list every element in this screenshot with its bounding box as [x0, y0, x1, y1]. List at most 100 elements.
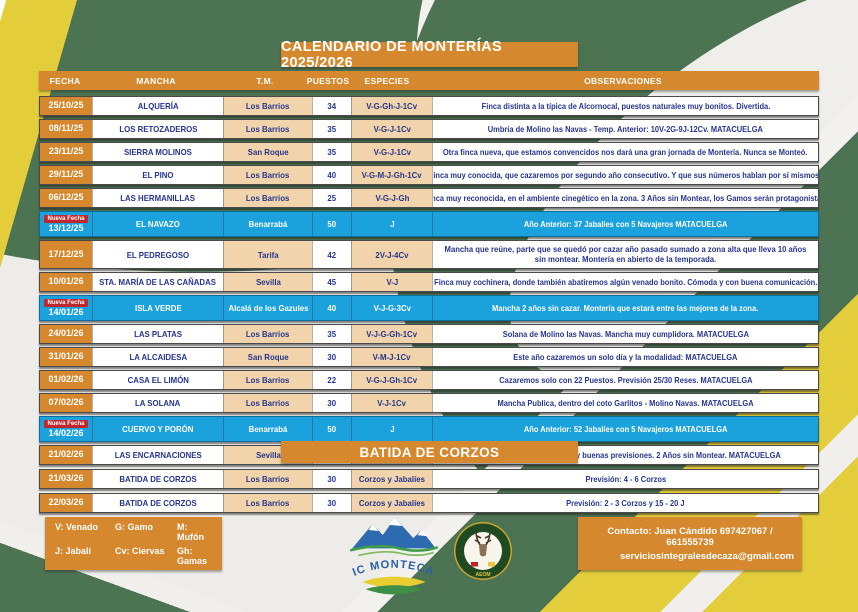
observaciones-cell-text: Cazaremos solo con 22 Puestos. Previsión…: [498, 375, 753, 385]
especies-cell: V-G-M-J-Gh-1Cv: [351, 166, 432, 184]
table-row: 25/10/25 ALQUERÍA Los Barrios 34 V-G-Gh-J-1C…: [39, 96, 819, 116]
fecha-value: 13/12/25: [48, 222, 84, 233]
puestos-cell-text: 30: [327, 498, 337, 508]
contact-email: serviciosintegralesdecaza@gmail.com: [619, 550, 794, 562]
monterias-table: 25/10/25 ALQUERÍA Los Barrios 34 V-G-Gh-J-1C…: [39, 96, 819, 465]
fecha-cell: 21/03/26: [40, 470, 92, 488]
nueva-fecha-badge: Nueva Fecha: [44, 214, 88, 223]
observaciones-cell-text: Mancha 2 años sin cazar. Montería que es…: [492, 303, 759, 313]
table-row: 29/11/25 EL PINO Los Barrios 40 V-G-M-J-Gh-1…: [39, 165, 819, 185]
especies-cell-text: V-G-M-J-Gh-1Cv: [362, 170, 422, 180]
mancha-cell-text: SIERRA MOLINOS: [124, 147, 192, 157]
especies-cell-text: V-J-1Cv: [377, 398, 407, 408]
tm-cell-text: Sevilla: [255, 277, 281, 287]
observaciones-cell-text: Finca muy reconocida, en el ambiente cin…: [432, 193, 818, 203]
observaciones-cell: Finca distinta a la típica de Alcornocal…: [432, 97, 818, 115]
table-row: 01/02/26 CASA EL LIMÓN Los Barrios 22 V-G-J-…: [39, 370, 819, 390]
observaciones-cell: Mancha Publica, dentro del coto Garlitos…: [432, 394, 818, 412]
table-row: Nueva Fecha 13/12/25 EL NAVAZO Benarrabá 50 J…: [39, 211, 819, 237]
puestos-cell-text: 35: [327, 329, 337, 339]
observaciones-cell-text: Año Anterior: 37 Jabalíes con 5 Navajero…: [523, 219, 728, 229]
tm-cell: San Roque: [223, 348, 312, 366]
tm-cell-text: Benarrabá: [248, 424, 288, 434]
tm-cell: Los Barrios: [223, 97, 312, 115]
puestos-cell-text: 34: [327, 101, 337, 111]
puestos-cell: 25: [312, 189, 351, 207]
legend-item: J: Jabalí: [55, 545, 92, 556]
table-row: 31/01/26 LA ALCAIDESA San Roque 30 V-M-J-1Cv…: [39, 347, 819, 367]
especies-cell-text: V-G-J-Gh: [375, 193, 409, 203]
fecha-value: 14/01/26: [48, 306, 84, 317]
fecha-value: 08/11/25: [48, 123, 84, 134]
observaciones-cell: Finca muy conocida, que cazaremos por se…: [432, 166, 818, 184]
tm-cell-text: Alcalá de los Gazules: [228, 303, 308, 313]
puestos-cell: 34: [312, 97, 351, 115]
especies-cell: V-J-G-3Cv: [351, 296, 432, 320]
puestos-cell: 30: [312, 394, 351, 412]
column-header: MANCHA: [136, 75, 176, 86]
especies-cell: J: [351, 212, 432, 236]
tm-cell-text: Los Barrios: [246, 193, 290, 203]
observaciones-cell: Año Anterior: 37 Jabalíes con 5 Navajero…: [432, 212, 818, 236]
tm-cell: Los Barrios: [223, 494, 312, 512]
tm-cell-text: Los Barrios: [246, 170, 290, 180]
mancha-cell: LAS HERMANILLAS: [92, 189, 223, 207]
fecha-cell: 10/01/26: [40, 273, 92, 291]
fecha-value: 29/11/25: [48, 169, 84, 180]
observaciones-cell-text: Mancha que reúne, parte que se quedó por…: [444, 245, 807, 264]
puestos-cell: 30: [312, 494, 351, 512]
tm-cell-text: Los Barrios: [246, 329, 290, 339]
mancha-cell-text: EL NAVAZO: [136, 219, 180, 229]
fecha-cell: 21/02/26: [40, 446, 92, 464]
tm-cell: Los Barrios: [223, 325, 312, 343]
mancha-cell-text: ISLA VERDE: [134, 303, 182, 313]
mancha-cell: SIERRA MOLINOS: [92, 143, 223, 161]
puestos-cell-text: 40: [327, 170, 337, 180]
mancha-cell-text: EL PINO: [142, 170, 174, 180]
especies-cell-text: V-G-J-1Cv: [373, 124, 411, 134]
legend-item: Cv: Ciervas: [115, 545, 165, 556]
fecha-value: 23/11/25: [48, 146, 84, 157]
puestos-cell: 22: [312, 371, 351, 389]
mancha-cell: LAS PLATAS: [92, 325, 223, 343]
deer-head-icon: [479, 544, 487, 557]
especies-cell-text: V-G-Gh-J-1Cv: [366, 101, 418, 111]
mancha-cell-text: STA. MARÍA DE LAS CAÑADAS: [99, 277, 217, 287]
nueva-fecha-badge: Nueva Fecha: [44, 419, 88, 428]
especies-cell: Corzos y Jabalíes: [351, 494, 432, 512]
puestos-cell: 35: [312, 120, 351, 138]
tm-cell: Los Barrios: [223, 166, 312, 184]
fecha-cell: 22/03/26: [40, 494, 92, 512]
fecha-cell: 06/12/25: [40, 189, 92, 207]
sic-montecan-logo: SIC MONTECAN: [338, 513, 439, 595]
puestos-cell-text: 30: [327, 352, 337, 362]
fecha-cell: 17/12/25: [40, 241, 92, 268]
species-legend: V: Venado G: Gamo M: Mufón J: Jabalí Cv: Cie…: [45, 517, 222, 570]
fecha-value: 24/01/26: [48, 328, 84, 339]
fecha-value: 07/02/26: [48, 397, 84, 408]
batida-section-title: BATIDA DE CORZOS: [281, 441, 578, 463]
observaciones-cell-text: Previsión: 2 - 3 Corzos y 15 - 20 J: [566, 498, 685, 508]
puestos-cell-text: 25: [327, 193, 337, 203]
observaciones-cell: Mancha que reúne, parte que se quedó por…: [432, 241, 818, 268]
puestos-cell: 45: [312, 273, 351, 291]
puestos-cell-text: 35: [327, 124, 337, 134]
fecha-value: 06/12/25: [48, 192, 84, 203]
puestos-cell: 40: [312, 166, 351, 184]
fecha-value: 21/02/26: [48, 449, 84, 460]
observaciones-cell-text: Solana de Molino las Navas. Mancha muy c…: [502, 329, 749, 339]
column-header: FECHA: [49, 75, 81, 86]
fecha-value: 22/03/26: [48, 497, 84, 508]
fecha-value: 31/01/26: [48, 351, 84, 362]
puestos-cell: 30: [312, 470, 351, 488]
tm-cell-text: Los Barrios: [246, 124, 290, 134]
especies-cell-text: V-M-J-1Cv: [373, 352, 411, 362]
mancha-cell-text: CASA EL LIMÓN: [127, 375, 189, 385]
mancha-cell-text: LA ALCAIDESA: [129, 352, 187, 362]
column-header: T.M.: [256, 75, 274, 86]
tm-cell: Benarrabá: [223, 212, 312, 236]
svg-text:AEOM: AEOM: [476, 572, 491, 578]
tm-cell: Los Barrios: [223, 120, 312, 138]
observaciones-cell: Cazaremos solo con 22 Puestos. Previsión…: [432, 371, 818, 389]
